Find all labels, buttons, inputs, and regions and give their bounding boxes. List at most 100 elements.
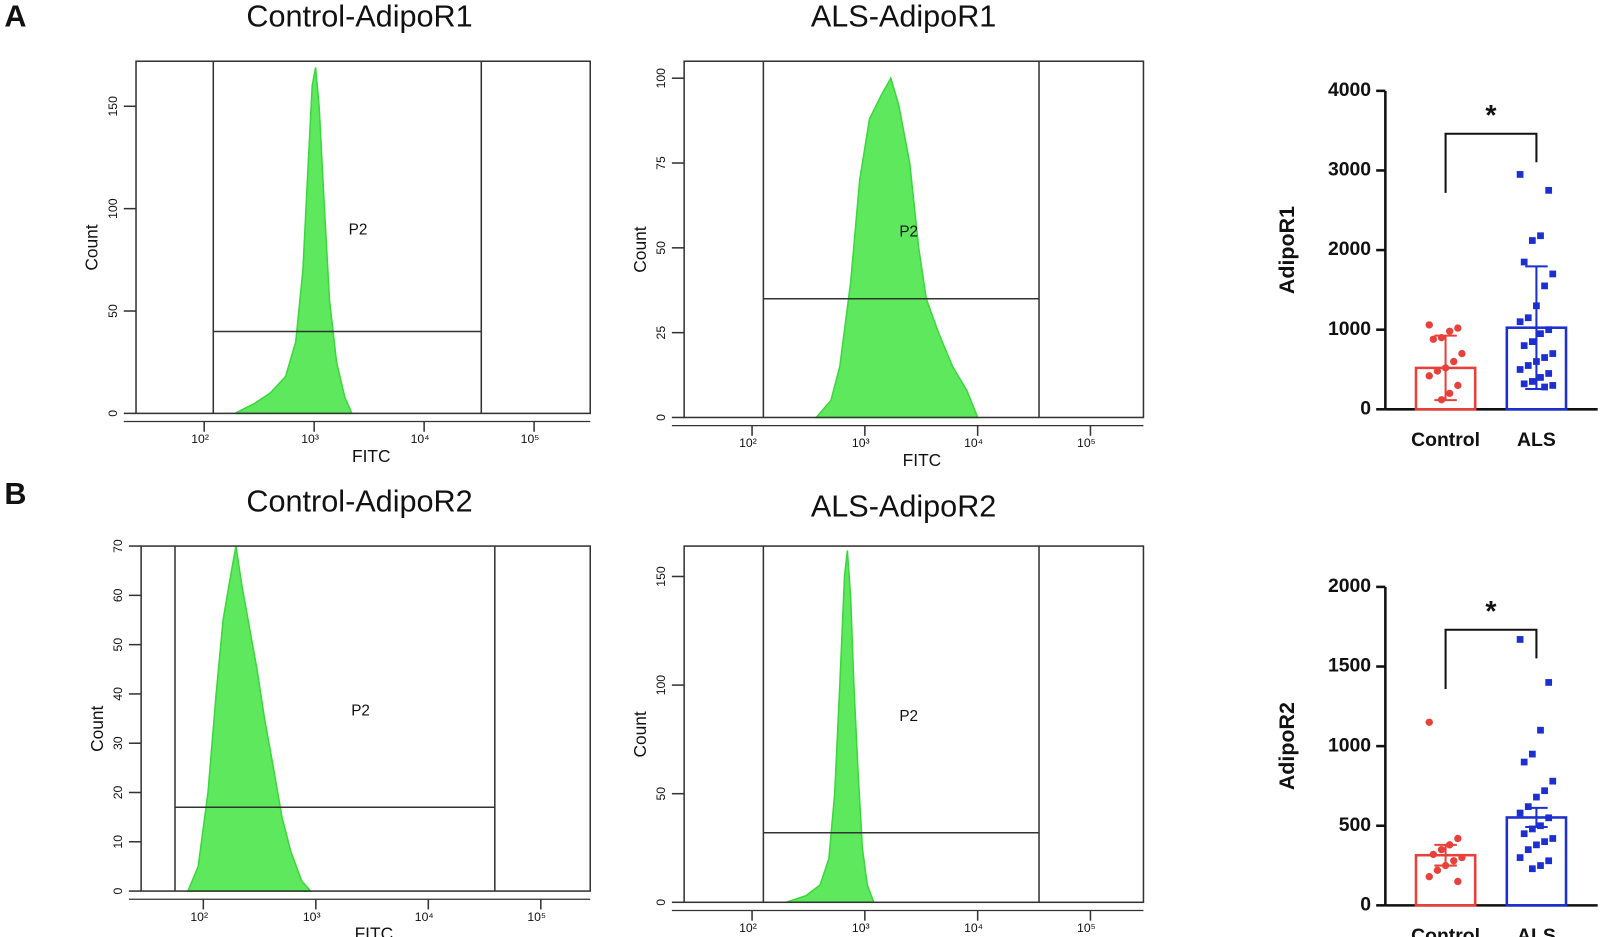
y-tick-label: 0 [106, 410, 120, 417]
y-axis-label: Count [87, 705, 107, 751]
x-tick-label: 10⁴ [964, 921, 983, 935]
data-point [1433, 367, 1442, 375]
x-tick-label: 10⁵ [1077, 436, 1096, 450]
data-point [1549, 382, 1557, 389]
data-point [1549, 350, 1557, 357]
chart-title: Control-AdipoR1 [246, 0, 472, 33]
y-tick-label: 100 [106, 198, 120, 219]
x-tick-label: Control [1411, 429, 1480, 451]
plot-frame [683, 545, 1145, 904]
data-point [1537, 330, 1544, 338]
data-point [1545, 814, 1553, 822]
x-tick-label: 10⁵ [1077, 921, 1096, 935]
x-tick-label: 10³ [852, 436, 870, 450]
data-point [1549, 777, 1557, 785]
histogram-area [186, 545, 313, 892]
data-point [1516, 318, 1524, 326]
gate-label: P2 [349, 221, 368, 238]
data-point [1524, 362, 1532, 369]
x-tick-label: 10³ [852, 921, 870, 935]
x-axis-label: FITC [355, 924, 394, 937]
y-axis-label: AdipoR1 [1275, 206, 1299, 294]
y-tick-label: 2000 [1328, 238, 1371, 260]
x-tick-label: 10⁵ [527, 910, 546, 924]
plot-frame [135, 60, 592, 415]
y-tick-label: 2000 [1328, 575, 1371, 597]
data-point [1528, 338, 1536, 345]
data-point [1537, 374, 1544, 381]
y-tick-label: 70 [111, 539, 125, 553]
y-axis-label: AdipoR2 [1275, 702, 1299, 790]
y-tick-label: 100 [654, 68, 668, 89]
data-point [1549, 835, 1557, 842]
data-point [1516, 636, 1524, 643]
data-point [1454, 381, 1462, 390]
data-point [1528, 237, 1536, 244]
x-tick-label: 10⁴ [415, 910, 434, 924]
x-tick-label: 10⁴ [964, 436, 983, 450]
significance-bracket [1444, 628, 1538, 689]
data-point [1454, 324, 1462, 332]
data-point [1454, 834, 1462, 843]
data-point [1528, 865, 1536, 873]
y-tick-label: 10 [111, 835, 125, 849]
data-point [1425, 873, 1433, 881]
data-point [1520, 758, 1528, 766]
bar [1505, 816, 1568, 907]
x-tick-label: 10³ [303, 910, 321, 924]
data-point [1445, 389, 1454, 398]
chart-title: Control-AdipoR2 [246, 484, 472, 518]
y-tick-label: 4000 [1328, 79, 1371, 101]
x-tick-label: 10³ [301, 432, 319, 446]
data-point [1450, 857, 1458, 865]
data-point [1524, 803, 1532, 811]
x-tick-label: ALS [1517, 429, 1556, 451]
error-bar [1434, 334, 1457, 402]
y-tick-label: 1000 [1328, 318, 1371, 340]
data-point [1545, 857, 1553, 865]
y-tick-label: 60 [111, 588, 125, 602]
x-tick-label: 10⁵ [521, 432, 540, 446]
plot-frame [140, 545, 592, 892]
data-point [1425, 321, 1433, 329]
x-axis-label: FITC [903, 935, 942, 937]
x-tick-label: 10² [191, 432, 209, 446]
data-point [1524, 846, 1532, 853]
data-point [1533, 793, 1540, 801]
y-axis-label: Count [82, 224, 102, 270]
data-point [1450, 357, 1458, 366]
y-tick-label: 50 [654, 787, 668, 801]
chart-title: ALS-AdipoR1 [811, 0, 996, 33]
y-tick-label: 1500 [1328, 655, 1371, 677]
data-point [1533, 841, 1540, 849]
data-point [1549, 270, 1557, 278]
data-point [1516, 809, 1524, 817]
data-point [1516, 171, 1524, 178]
y-tick-label: 75 [654, 156, 668, 170]
significance-label: * [1485, 100, 1497, 132]
data-point [1541, 354, 1548, 361]
y-tick-label: 50 [111, 638, 125, 652]
gate-label: P2 [899, 223, 918, 240]
y-tick-label: 150 [654, 566, 668, 587]
y-tick-label: 50 [106, 304, 120, 318]
data-point [1528, 750, 1536, 758]
x-tick-label: 10⁴ [411, 432, 430, 446]
y-tick-label: 100 [654, 675, 668, 696]
y-axis-label: Count [630, 711, 650, 757]
data-point [1545, 370, 1553, 377]
data-point [1458, 349, 1466, 358]
error-bar [1525, 806, 1548, 829]
data-point [1516, 366, 1524, 373]
y-tick-label: 20 [111, 785, 125, 799]
data-point [1454, 877, 1462, 886]
significance-label: * [1485, 596, 1497, 628]
error-bar [1434, 843, 1457, 867]
y-tick-label: 500 [1339, 814, 1371, 836]
data-point [1528, 825, 1536, 833]
x-tick-label: Control [1411, 925, 1480, 937]
plot-frame [683, 60, 1145, 419]
x-axis-label: FITC [903, 450, 942, 470]
